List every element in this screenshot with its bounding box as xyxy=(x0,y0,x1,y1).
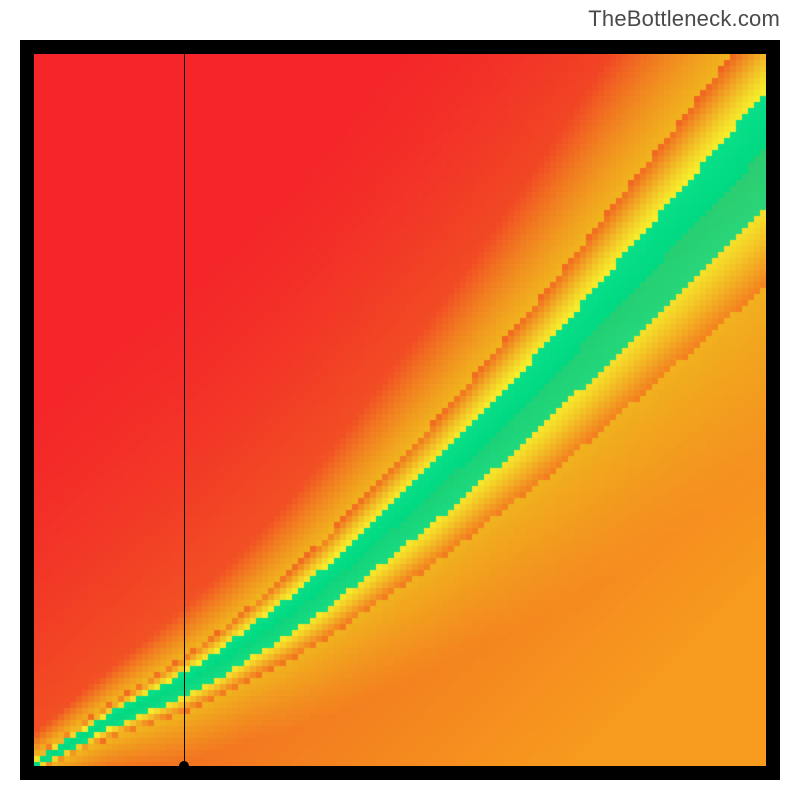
plot-frame xyxy=(20,40,780,780)
watermark-text: TheBottleneck.com xyxy=(588,6,780,32)
crosshair-marker xyxy=(179,761,189,766)
plot-area xyxy=(34,54,766,766)
heatmap-canvas xyxy=(34,54,766,766)
crosshair-vertical xyxy=(184,54,185,766)
